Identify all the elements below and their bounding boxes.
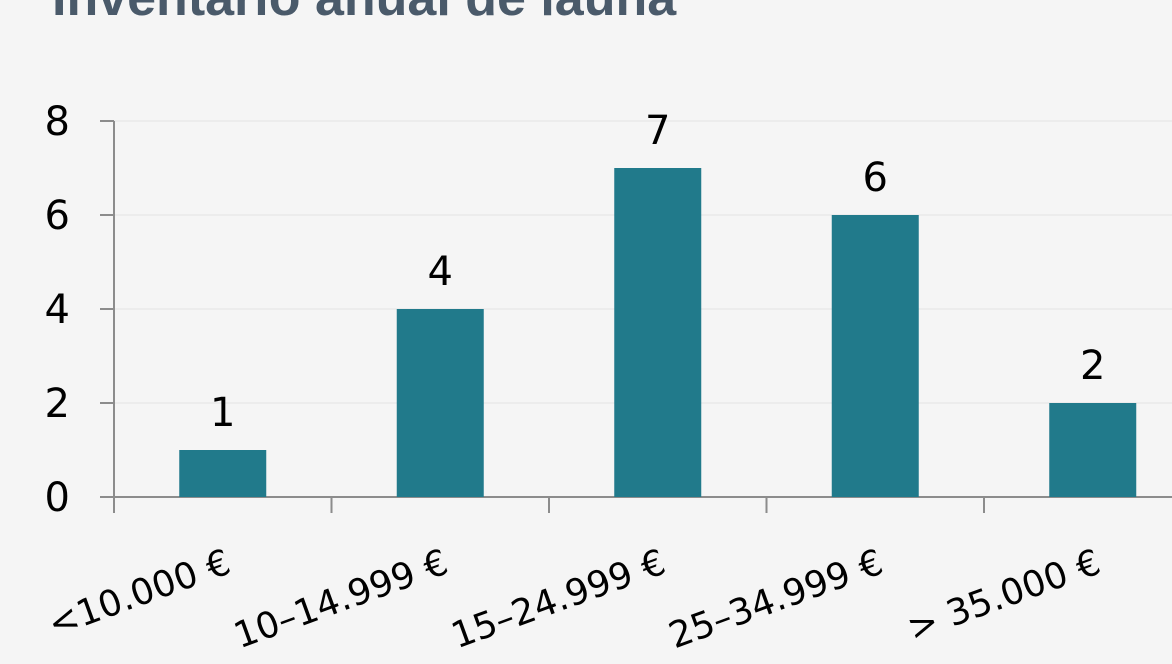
bar	[179, 450, 267, 497]
x-tick-label: > 35.000 €	[902, 542, 1106, 650]
bar	[396, 309, 484, 497]
x-tick-label: <10.000 €	[43, 542, 236, 646]
bars	[179, 168, 1137, 497]
data-label: 1	[210, 390, 235, 436]
labels: 0 2 4 6 8 1 <10.000 € 4 10–14.999 € 7 15–24.999 € 6…	[43, 99, 1106, 657]
x-tick-label: 10–14.999 €	[229, 542, 454, 657]
bar	[614, 168, 702, 497]
y-tick-label: 8	[45, 99, 70, 145]
data-label: 4	[428, 249, 453, 295]
bar	[1049, 403, 1137, 497]
y-tick-label: 2	[45, 381, 70, 427]
chart-title: Inventario anual de lauña	[52, 0, 676, 28]
x-tick-label: 15–24.999 €	[446, 542, 671, 657]
data-label: 2	[1080, 343, 1105, 389]
y-tick-label: 4	[45, 287, 70, 333]
y-tick-label: 0	[45, 475, 70, 521]
x-tick-label: 25–34.999 €	[664, 542, 889, 657]
y-tick-label: 6	[45, 193, 70, 239]
bar	[831, 215, 919, 497]
data-label: 6	[863, 155, 888, 201]
data-label: 7	[645, 108, 670, 154]
